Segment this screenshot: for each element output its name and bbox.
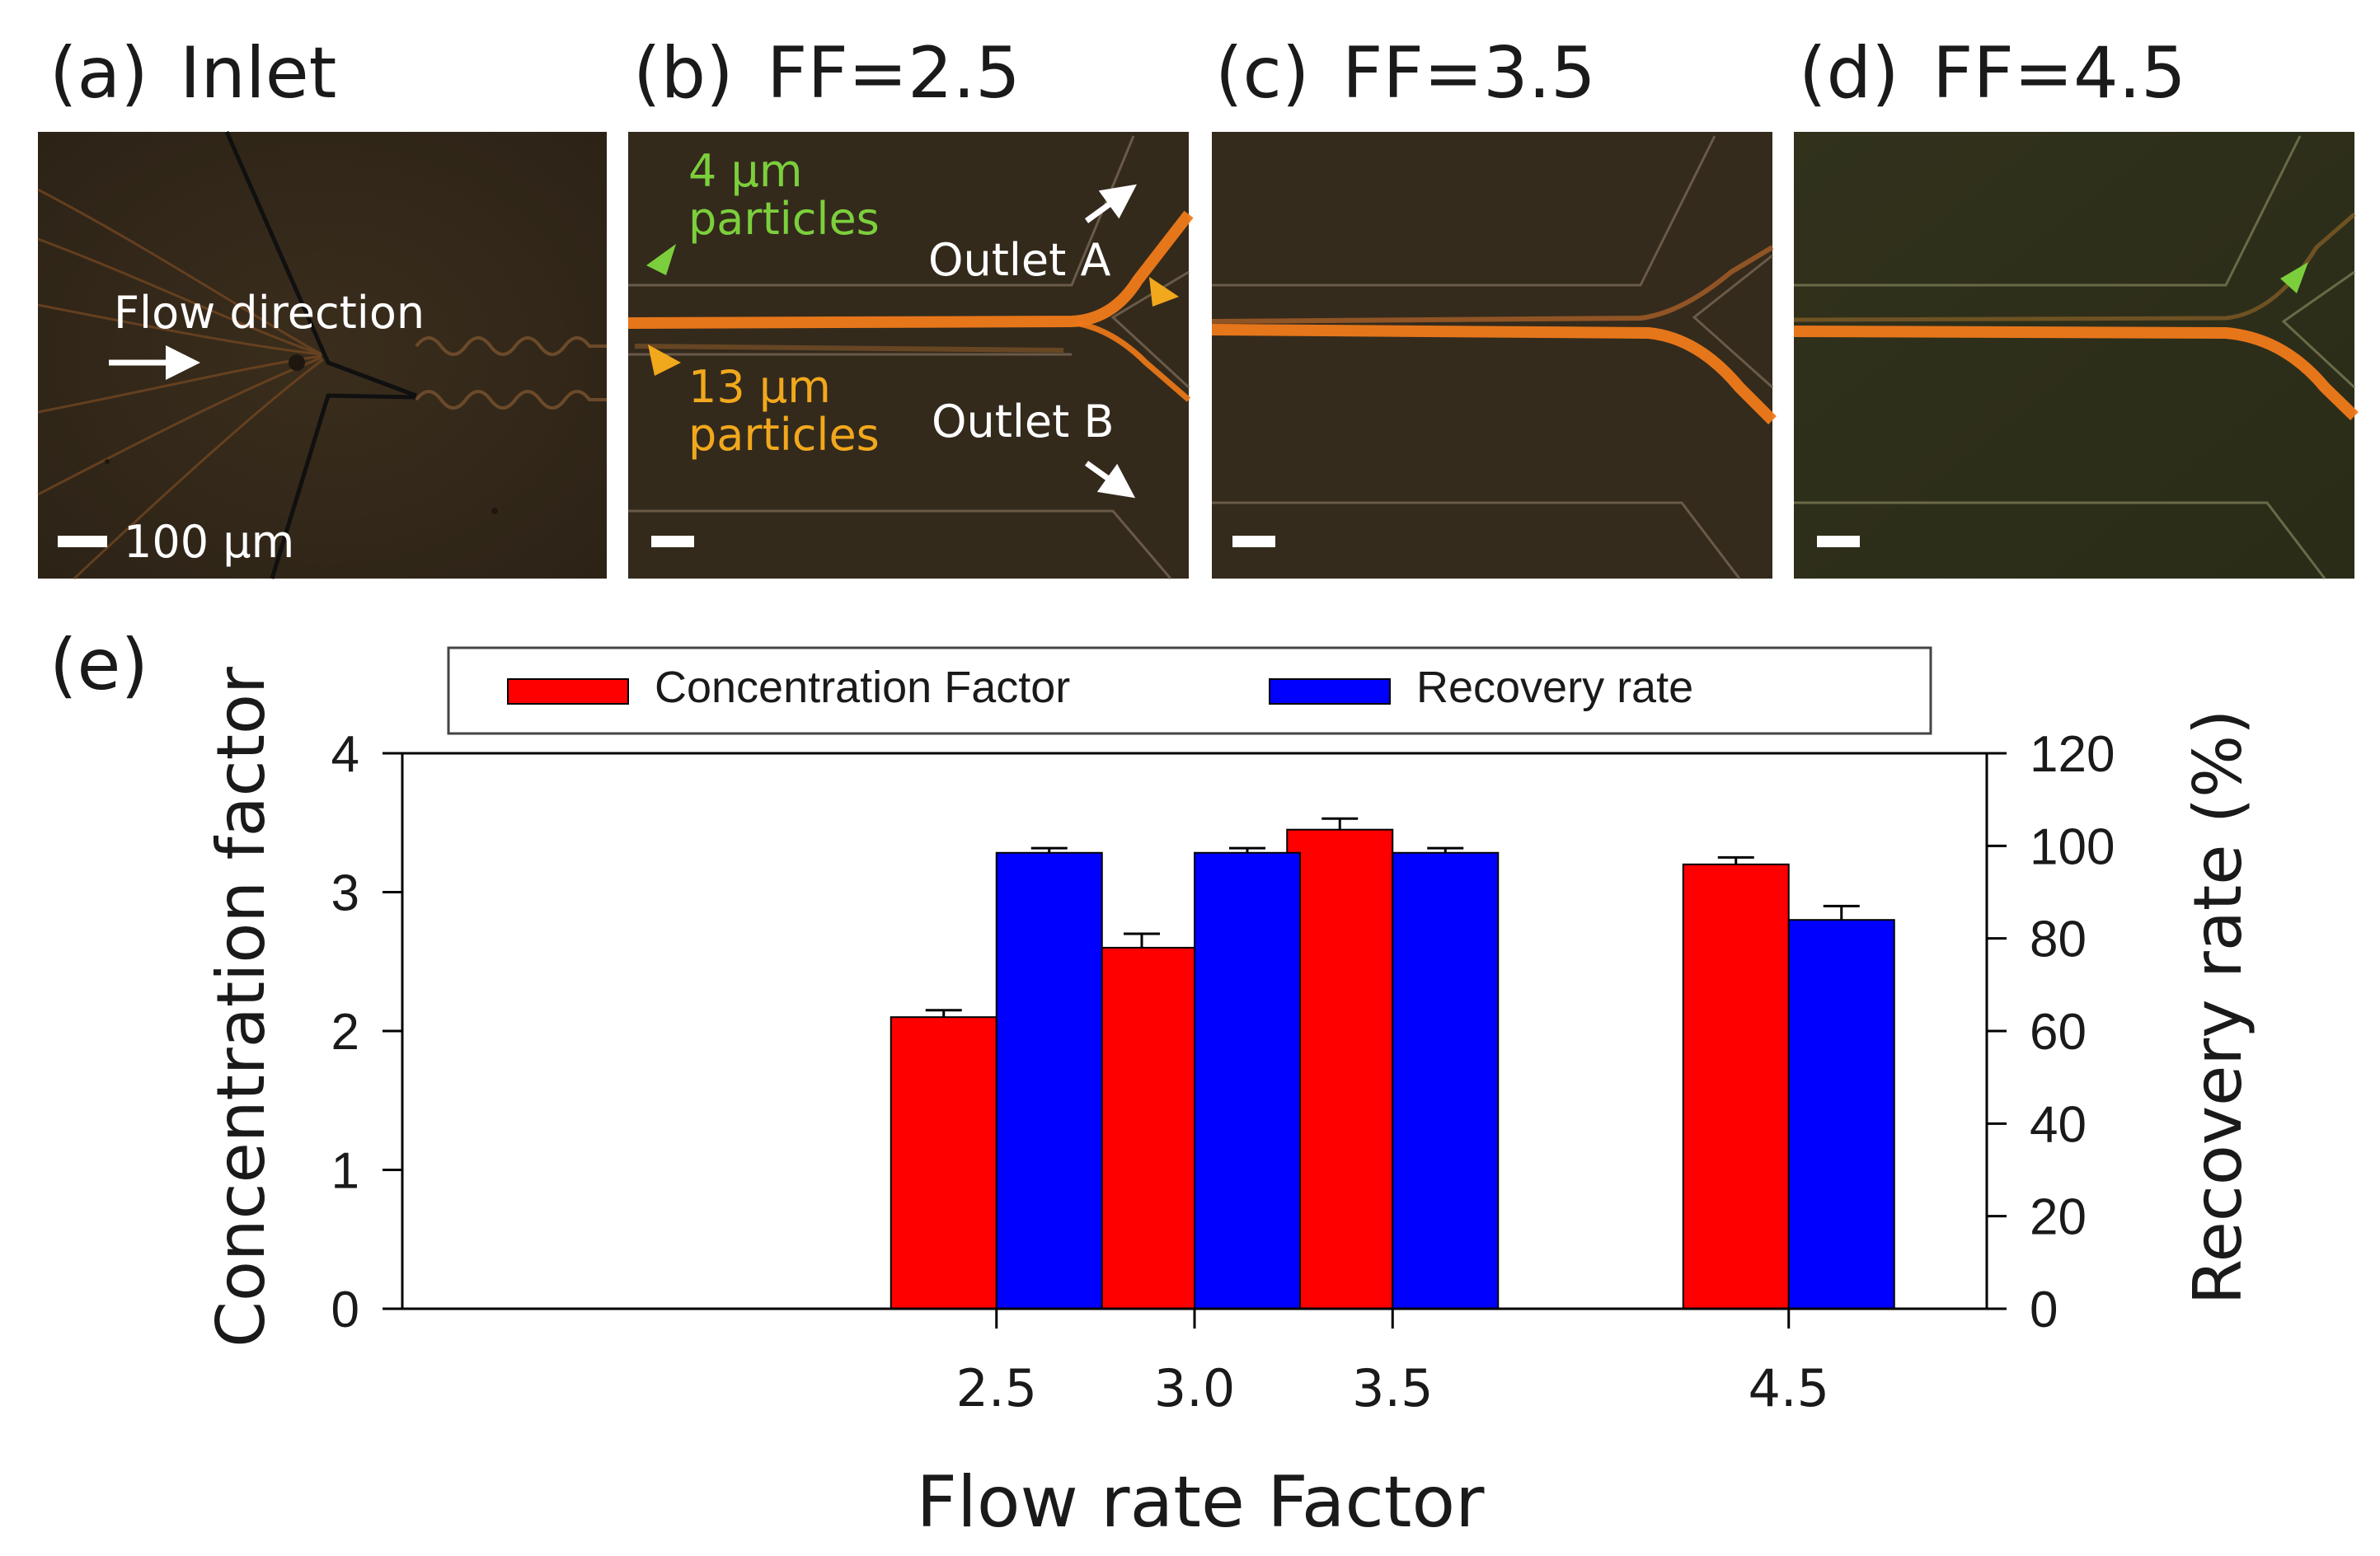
y-axis-title: Concentration factor [203, 667, 279, 1347]
bar-recovery-3.5 [1392, 851, 1500, 1310]
scale-bar-b [651, 536, 694, 547]
scale-bar-c [1232, 536, 1275, 547]
scale-bar-label: 100 µm [124, 516, 294, 568]
panel-a-title: Inlet [180, 32, 336, 115]
y2-tick-label-100: 100 [2030, 818, 2115, 875]
chart-legend: Concentration Factor Recovery rate [447, 646, 1932, 735]
x-tick-label-4.5: 4.5 [1748, 1358, 1829, 1418]
small-particles-marker-icon [646, 244, 676, 275]
x-tick-label-3.5: 3.5 [1352, 1358, 1434, 1418]
bar-recovery-4.5 [1787, 919, 1895, 1310]
large-particles-word: particles [688, 409, 880, 461]
large-particles-size: 13 µm [688, 361, 831, 413]
legend-label-concentration: Concentration Factor [655, 663, 1070, 712]
y-tick-label-1: 1 [331, 1143, 359, 1200]
panel-d-title: FF=4.5 [1932, 32, 2186, 115]
outlet-a-label: Outlet A [928, 234, 1110, 286]
x-tick-label-3.0: 3.0 [1154, 1358, 1236, 1418]
panel-c-title: FF=3.5 [1342, 32, 1596, 115]
panel-e-label: (e) [49, 624, 148, 706]
outlet-b-label: Outlet B [932, 396, 1115, 448]
legend-swatch-recovery [1269, 678, 1391, 705]
y-tick-label-2: 2 [331, 1004, 359, 1061]
bar-concentration-2.5 [890, 1016, 998, 1310]
panel-a-label: (a) [49, 32, 148, 115]
y2-tick-label-60: 60 [2030, 1004, 2087, 1061]
micrograph-c [1211, 132, 1777, 579]
bar-concentration-3.5 [1286, 828, 1394, 1310]
y2-axis-title: Recovery rate (%) [2180, 710, 2256, 1305]
legend-swatch-concentration [507, 678, 629, 705]
bar-concentration-4.5 [1682, 863, 1790, 1310]
outlet-a-marker-icon [1149, 277, 1179, 307]
y2-tick-label-80: 80 [2030, 912, 2087, 968]
micrograph-b: 4 µm particles 13 µm particles Outlet A … [627, 132, 1194, 579]
y2-tick-label-120: 120 [2030, 726, 2115, 783]
micrograph-d [1793, 132, 2359, 579]
bar-recovery-2.5 [995, 851, 1103, 1310]
small-particles-marker-d-icon [2280, 262, 2308, 293]
bar-group [890, 817, 1895, 1310]
small-particles-size: 4 µm [688, 145, 802, 197]
small-particles-word: particles [688, 193, 880, 245]
x-axis-title: Flow rate Factor [917, 1461, 1486, 1544]
large-particles-marker-icon [648, 344, 681, 376]
outlet-b-arrow-icon [1084, 461, 1136, 499]
flow-direction-label: Flow direction [114, 287, 425, 339]
y-tick-label-0: 0 [331, 1282, 359, 1338]
legend-label-recovery: Recovery rate [1416, 663, 1693, 712]
x-tick-label-2.5: 2.5 [955, 1358, 1037, 1418]
scale-bar-a [58, 536, 107, 547]
y-tick-label-3: 3 [331, 865, 359, 922]
scale-bar-d [1817, 536, 1860, 547]
panel-b-label: (b) [633, 32, 734, 115]
panel-d-label: (d) [1799, 32, 1899, 115]
panel-c-label: (c) [1215, 32, 1309, 115]
y-tick-label-4: 4 [331, 726, 359, 783]
y2-tick-label-0: 0 [2030, 1282, 2058, 1338]
micrograph-a: Flow direction 100 µm [37, 130, 607, 580]
y2-tick-label-20: 20 [2030, 1189, 2087, 1246]
outlet-a-arrow-icon [1084, 184, 1137, 223]
bar-concentration-3.0 [1088, 946, 1195, 1310]
bar-recovery-3.0 [1194, 851, 1301, 1310]
y2-tick-label-40: 40 [2030, 1096, 2087, 1153]
panel-b-title: FF=2.5 [767, 32, 1021, 115]
